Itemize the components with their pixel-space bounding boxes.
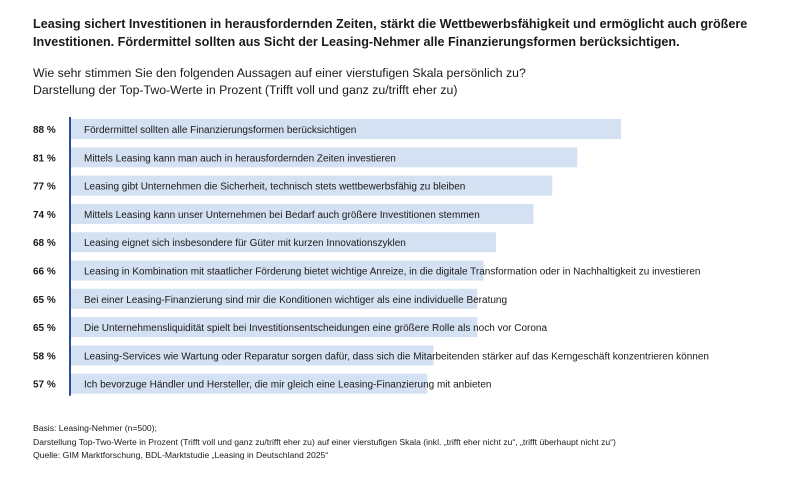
category-label: Leasing gibt Unternehmen die Sicherheit,… xyxy=(84,182,465,193)
category-label: Bei einer Leasing-Finanzierung sind mir … xyxy=(84,295,507,306)
category-label: Leasing-Services wie Wartung oder Repara… xyxy=(84,351,709,362)
value-label: 58 % xyxy=(33,351,56,362)
footer-basis: Basis: Leasing-Nehmer (n=500); xyxy=(33,423,157,433)
subtitle-note: Darstellung der Top-Two-Werte in Prozent… xyxy=(33,83,458,97)
category-label: Leasing eignet sich insbesondere für Güt… xyxy=(84,238,406,249)
value-label: 88 % xyxy=(33,125,56,136)
bar xyxy=(71,147,578,168)
category-label: Mittels Leasing kann unser Unternehmen b… xyxy=(84,210,480,221)
bar xyxy=(71,288,478,309)
bar xyxy=(71,175,553,196)
bar xyxy=(71,373,428,394)
value-label: 65 % xyxy=(33,323,56,334)
chart-subtitle: Wie sehr stimmen Sie den folgenden Aussa… xyxy=(33,65,773,99)
chart-footer: Basis: Leasing-Nehmer (n=500); Darstellu… xyxy=(33,422,783,463)
category-label: Mittels Leasing kann man auch in herausf… xyxy=(84,153,396,164)
value-label: 74 % xyxy=(33,210,56,221)
value-label: 81 % xyxy=(33,153,56,164)
bar xyxy=(71,317,478,338)
value-label: 68 % xyxy=(33,238,56,249)
category-label: Ich bevorzuge Händler und Hersteller, di… xyxy=(84,380,491,391)
value-label: 65 % xyxy=(33,295,56,306)
category-label: Die Unternehmensliquidität spielt bei In… xyxy=(84,323,547,334)
value-label: 77 % xyxy=(33,182,56,193)
value-label: 57 % xyxy=(33,380,56,391)
bar xyxy=(71,119,621,139)
bar xyxy=(71,260,484,281)
category-label: Leasing in Kombination mit staatlicher F… xyxy=(84,267,700,278)
category-label: Fördermittel sollten alle Finanzierungsf… xyxy=(84,125,356,136)
chart-title: Leasing sichert Investitionen in herausf… xyxy=(33,17,748,49)
footer-method: Darstellung Top-Two-Werte in Prozent (Tr… xyxy=(33,436,616,447)
bar xyxy=(71,232,496,253)
bar xyxy=(71,345,434,366)
subtitle-question: Wie sehr stimmen Sie den folgenden Aussa… xyxy=(33,66,526,80)
value-label: 66 % xyxy=(33,267,56,278)
bar xyxy=(71,203,534,224)
footer-source: Quelle: GIM Marktforschung, BDL-Marktstu… xyxy=(33,450,329,460)
